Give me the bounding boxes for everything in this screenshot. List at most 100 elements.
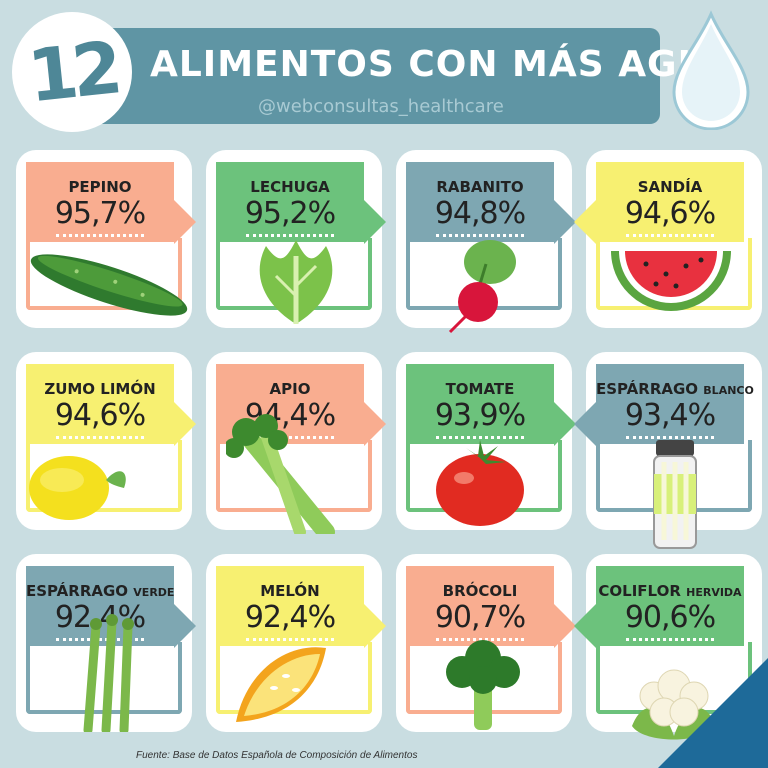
social-handle: @webconsultas_healthcare — [258, 96, 504, 117]
card-arrow — [364, 402, 386, 446]
food-card: ESPÁRRAGO BLANCO 93,4% — [574, 352, 762, 549]
food-name-main: BRÓCOLI — [442, 582, 518, 600]
dotted-underline — [626, 234, 714, 237]
water-percent: 94,8% — [434, 196, 526, 231]
lettuce-icon — [246, 236, 346, 331]
card-header: RABANITO 94,8% — [406, 162, 576, 244]
dotted-underline — [626, 638, 714, 641]
food-card: APIO 94,4% — [206, 352, 386, 541]
dotted-underline — [56, 638, 144, 641]
dotted-underline — [436, 234, 524, 237]
food-name-main: LECHUGA — [250, 178, 330, 196]
food-card: MELÓN 92,4% — [206, 554, 386, 732]
asparagus-jar-icon — [650, 440, 700, 555]
card-arrow — [554, 402, 576, 446]
water-drop-icon — [672, 10, 750, 130]
food-name: PEPINO — [26, 178, 174, 196]
water-percent: 95,7% — [54, 196, 146, 231]
water-percent: 90,6% — [624, 600, 716, 635]
food-card: ZUMO LIMÓN 94,6% — [16, 352, 196, 530]
food-name: TOMATE — [406, 380, 554, 398]
page-title: ALIMENTOS CON MÁS AGUA — [150, 44, 736, 85]
dotted-underline — [246, 436, 334, 439]
card-arrow — [574, 200, 596, 244]
card-arrow — [574, 604, 596, 648]
card-arrow — [554, 604, 576, 648]
melon-icon — [226, 642, 336, 737]
food-name-main: MELÓN — [260, 582, 320, 600]
water-percent: 95,2% — [244, 196, 336, 231]
food-name-main: ZUMO LIMÓN — [44, 380, 156, 398]
card-header: BRÓCOLI 90,7% — [406, 566, 576, 648]
card-arrow — [574, 402, 596, 446]
dotted-underline — [436, 436, 524, 439]
food-name-main: PEPINO — [68, 178, 132, 196]
food-name-main: RABANITO — [436, 178, 524, 196]
lemon-icon — [24, 444, 134, 529]
food-name-main: APIO — [269, 380, 311, 398]
food-card: BRÓCOLI 90,7% — [396, 554, 576, 732]
food-name-main: ESPÁRRAGO — [596, 380, 699, 398]
card-arrow — [554, 200, 576, 244]
water-percent: 94,6% — [624, 196, 716, 231]
food-name: RABANITO — [406, 178, 554, 196]
food-card: TOMATE 93,9% — [396, 352, 576, 533]
food-name: ESPÁRRAGO BLANCO — [596, 380, 754, 398]
celery-icon — [224, 414, 336, 541]
dotted-underline — [246, 234, 334, 237]
food-name-qualifier: BLANCO — [703, 384, 754, 397]
card-header: ZUMO LIMÓN 94,6% — [26, 364, 196, 446]
dotted-underline — [56, 436, 144, 439]
food-name-qualifier: HERVIDA — [686, 586, 742, 599]
food-name: COLIFLOR HERVIDA — [596, 582, 744, 600]
food-name: MELÓN — [216, 582, 364, 600]
food-name: SANDÍA — [596, 178, 744, 196]
card-arrow — [364, 200, 386, 244]
food-name: ESPÁRRAGO VERDE — [26, 582, 174, 600]
card-header: ESPÁRRAGO VERDE 92,4% — [26, 566, 196, 648]
food-name-qualifier: VERDE — [133, 586, 175, 599]
dotted-underline — [56, 234, 144, 237]
card-arrow — [174, 604, 196, 648]
food-name: BRÓCOLI — [406, 582, 554, 600]
green-asparagus-icon — [76, 612, 146, 737]
food-card: ESPÁRRAGO VERDE 92,4% — [16, 554, 196, 735]
food-card: SANDÍA 94,6% — [574, 150, 762, 328]
water-percent: 93,4% — [624, 398, 716, 433]
food-card: PEPINO 95,7% — [16, 150, 196, 328]
dotted-underline — [246, 638, 334, 641]
food-name: LECHUGA — [216, 178, 364, 196]
watermelon-icon — [606, 246, 736, 321]
card-header: MELÓN 92,4% — [216, 566, 386, 648]
cucumber-icon — [24, 250, 194, 325]
food-name-main: TOMATE — [445, 380, 515, 398]
food-name-main: ESPÁRRAGO — [26, 582, 129, 600]
card-arrow — [174, 402, 196, 446]
number-badge: 12 — [12, 12, 132, 132]
card-header: ESPÁRRAGO BLANCO 93,4% — [574, 364, 754, 446]
water-percent: 93,9% — [434, 398, 526, 433]
card-header: LECHUGA 95,2% — [216, 162, 386, 244]
card-arrow — [174, 200, 196, 244]
food-name-main: COLIFLOR — [598, 582, 681, 600]
water-percent: 92,4% — [244, 600, 336, 635]
card-header: SANDÍA 94,6% — [574, 162, 744, 244]
water-percent: 94,6% — [54, 398, 146, 433]
food-name: ZUMO LIMÓN — [26, 380, 174, 398]
card-header: COLIFLOR HERVIDA 90,6% — [574, 566, 744, 648]
food-name-main: SANDÍA — [637, 178, 703, 196]
card-arrow — [364, 604, 386, 648]
title-banner — [40, 28, 660, 124]
broccoli-icon — [438, 632, 528, 737]
card-header: PEPINO 95,7% — [26, 162, 196, 244]
dotted-underline — [436, 638, 524, 641]
water-percent: 90,7% — [434, 600, 526, 635]
food-card: LECHUGA 95,2% — [206, 150, 386, 331]
tomato-icon — [430, 438, 530, 533]
food-card: RABANITO 94,8% — [396, 150, 576, 334]
number-text: 12 — [23, 25, 121, 119]
corner-decoration — [658, 658, 768, 768]
food-name: APIO — [216, 380, 364, 398]
source-footer: Fuente: Base de Datos Española de Compos… — [136, 750, 418, 761]
dotted-underline — [626, 436, 714, 439]
